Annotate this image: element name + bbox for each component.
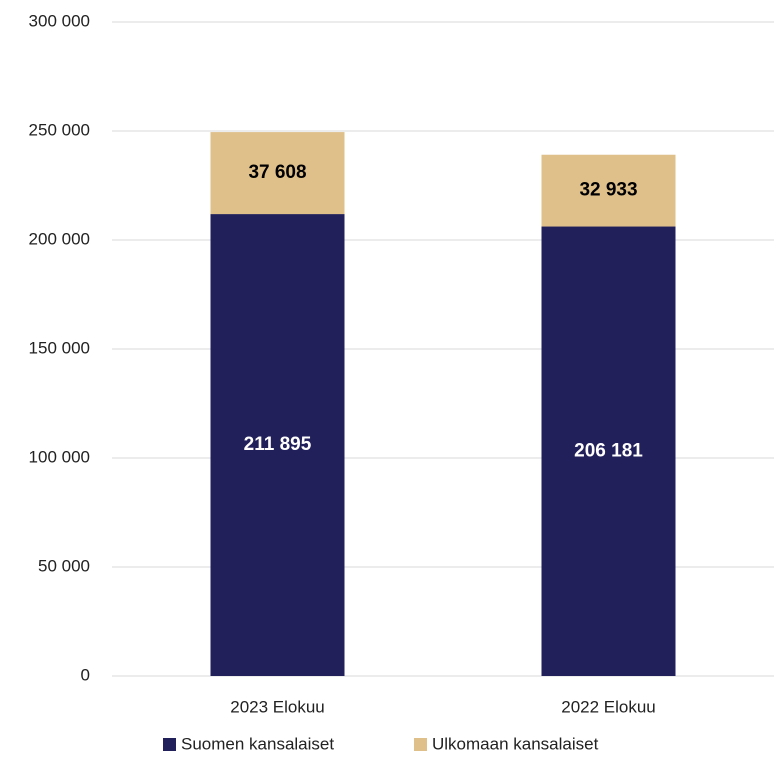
bar-segment — [541, 226, 676, 676]
legend-swatch — [414, 738, 427, 751]
value-label: 211 895 — [244, 434, 312, 455]
legend-label: Ulkomaan kansalaiset — [432, 734, 599, 753]
x-tick-label: 2022 Elokuu — [561, 697, 656, 716]
y-tick-label: 300 000 — [29, 11, 90, 30]
y-tick-label: 50 000 — [38, 556, 90, 575]
value-label: 32 933 — [579, 180, 637, 201]
legend-swatch — [163, 738, 176, 751]
bar-segment — [541, 154, 676, 227]
x-tick-label: 2023 Elokuu — [230, 697, 325, 716]
y-tick-label: 150 000 — [29, 338, 90, 357]
y-tick-label: 100 000 — [29, 447, 90, 466]
bar-segment — [210, 214, 345, 676]
value-label: 206 181 — [574, 440, 643, 461]
value-label: 37 608 — [248, 162, 306, 183]
y-tick-label: 200 000 — [29, 229, 90, 248]
y-tick-label: 0 — [81, 665, 90, 684]
y-tick-label: 250 000 — [29, 120, 90, 139]
bar-segment — [210, 132, 345, 215]
legend-label: Suomen kansalaiset — [181, 734, 334, 753]
